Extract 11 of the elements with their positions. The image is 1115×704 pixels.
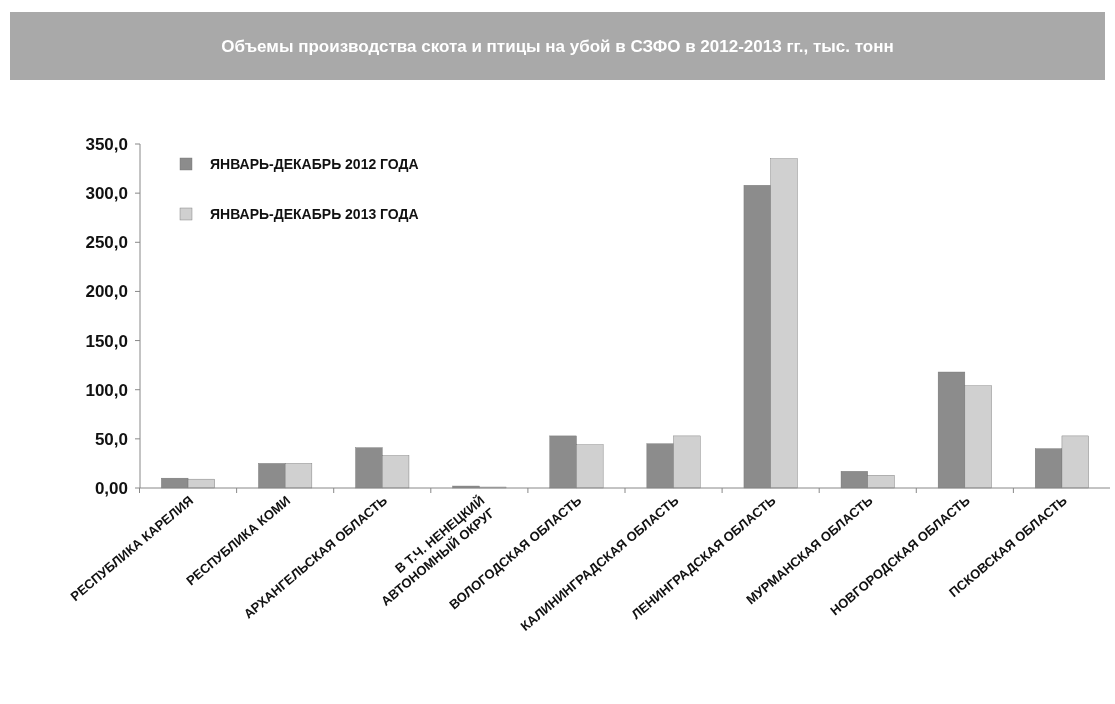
y-tick-label: 150,0 (85, 331, 128, 351)
y-tick-label: 300,0 (85, 184, 128, 204)
y-tick-label: 50,0 (94, 429, 128, 449)
chart-title: Объемы производства скота и птицы на убой в СЗФО в 2012-2013 гг., тыс. тонн (221, 37, 894, 56)
y-tick-label: 100,0 (85, 380, 128, 400)
legend-label: ЯНВАРЬ-ДЕКАБРЬ 2012 ГОДА (210, 155, 419, 172)
y-tick-label: 350,0 (85, 134, 128, 154)
y-tick-label: 250,0 (85, 233, 128, 253)
legend-label: ЯНВАРЬ-ДЕКАБРЬ 2013 ГОДА (210, 205, 419, 222)
y-tick-label: 0,00 (94, 478, 128, 498)
y-tick-label: 200,0 (85, 282, 128, 302)
